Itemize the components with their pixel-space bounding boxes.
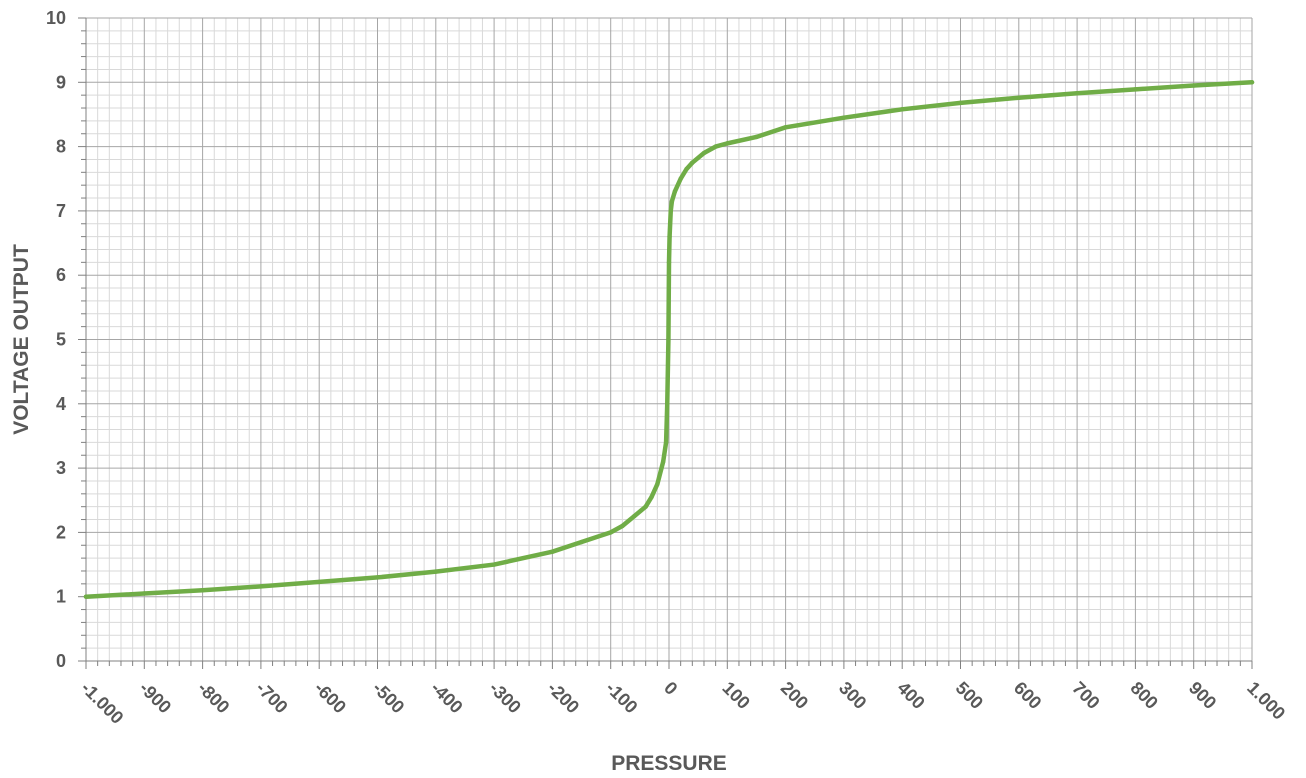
data-point bbox=[900, 107, 905, 112]
y-tick-label: 6 bbox=[56, 265, 66, 285]
data-point bbox=[375, 575, 380, 580]
x-tick-label: 400 bbox=[893, 678, 928, 713]
y-tick-label: 10 bbox=[46, 8, 66, 28]
y-tick-label: 5 bbox=[56, 330, 66, 350]
data-point bbox=[701, 150, 707, 156]
x-tick-label: 500 bbox=[952, 678, 987, 713]
y-tick-label: 4 bbox=[56, 394, 66, 414]
data-point bbox=[713, 144, 718, 149]
y-tick-label: 3 bbox=[56, 458, 66, 478]
x-tick-label: 100 bbox=[718, 678, 753, 713]
data-point bbox=[1074, 91, 1080, 96]
x-tick-label: 300 bbox=[835, 678, 870, 713]
data-point bbox=[491, 562, 497, 567]
data-point bbox=[1016, 95, 1021, 100]
data-point bbox=[258, 584, 264, 589]
data-point bbox=[620, 523, 625, 529]
y-tick-label: 2 bbox=[56, 522, 66, 542]
data-point bbox=[666, 260, 672, 265]
series-layer bbox=[83, 80, 1255, 599]
data-point bbox=[666, 337, 671, 342]
x-axis-tick-labels: -1.000 -900 -800 -700 -600 -500 -400 -300 -200 -1… bbox=[77, 678, 1289, 728]
data-point bbox=[608, 530, 613, 535]
y-tick-label: 8 bbox=[56, 137, 66, 157]
data-point bbox=[317, 579, 322, 585]
data-point bbox=[1191, 83, 1196, 88]
y-axis-tick-labels: 0 1 2 3 4 5 6 7 8 9 10 bbox=[46, 8, 66, 671]
y-tick-label: 9 bbox=[56, 72, 66, 92]
x-tick-label: -200 bbox=[544, 678, 584, 718]
x-tick-label: -900 bbox=[135, 678, 175, 718]
data-point bbox=[663, 440, 669, 445]
data-point bbox=[200, 588, 205, 593]
data-point bbox=[678, 176, 683, 181]
data-point bbox=[1133, 87, 1138, 92]
data-point bbox=[754, 134, 759, 140]
data-point bbox=[958, 100, 963, 106]
data-point bbox=[672, 189, 678, 194]
y-tick-label: 7 bbox=[56, 201, 66, 221]
data-point bbox=[684, 166, 689, 172]
data-point bbox=[142, 591, 147, 596]
data-point bbox=[433, 569, 438, 574]
data-point bbox=[643, 504, 648, 509]
x-tick-label: -800 bbox=[194, 678, 234, 718]
x-tick-label: 0 bbox=[660, 678, 681, 699]
x-tick-label: 800 bbox=[1127, 678, 1162, 713]
x-axis-title: PRESSURE bbox=[611, 752, 727, 773]
x-tick-label: -300 bbox=[485, 678, 525, 718]
data-point bbox=[83, 594, 89, 599]
data-point bbox=[665, 401, 670, 406]
data-point bbox=[669, 199, 675, 204]
x-tick-label: -400 bbox=[427, 678, 467, 718]
x-tick-label: -1.000 bbox=[77, 678, 127, 728]
data-point bbox=[841, 115, 847, 120]
data-point bbox=[631, 514, 637, 519]
data-point bbox=[660, 459, 666, 464]
x-tick-label: -100 bbox=[602, 678, 642, 718]
data-point bbox=[725, 141, 730, 146]
x-tick-label: 900 bbox=[1185, 678, 1220, 713]
data-point bbox=[655, 481, 660, 487]
data-point bbox=[667, 234, 672, 239]
x-tick-label: -600 bbox=[310, 678, 350, 718]
y-axis-title: VOLTAGE OUTPUT bbox=[10, 244, 33, 435]
x-tick-label: -700 bbox=[252, 678, 292, 718]
x-tick-label: -500 bbox=[369, 678, 409, 718]
series-points-1 bbox=[83, 80, 1255, 599]
data-point bbox=[668, 208, 673, 214]
x-tick-label: 200 bbox=[777, 678, 812, 713]
data-point bbox=[579, 539, 584, 545]
axes bbox=[78, 17, 1253, 669]
x-tick-label: 600 bbox=[1010, 678, 1045, 713]
y-tick-label: 1 bbox=[56, 587, 66, 607]
data-point bbox=[783, 125, 788, 130]
x-tick-label: 700 bbox=[1068, 678, 1103, 713]
data-point bbox=[550, 549, 555, 554]
x-tick-label: 1.000 bbox=[1243, 678, 1289, 724]
y-tick-label: 0 bbox=[56, 651, 66, 671]
data-point bbox=[649, 494, 654, 500]
data-point bbox=[1249, 80, 1255, 85]
data-point bbox=[690, 160, 695, 165]
